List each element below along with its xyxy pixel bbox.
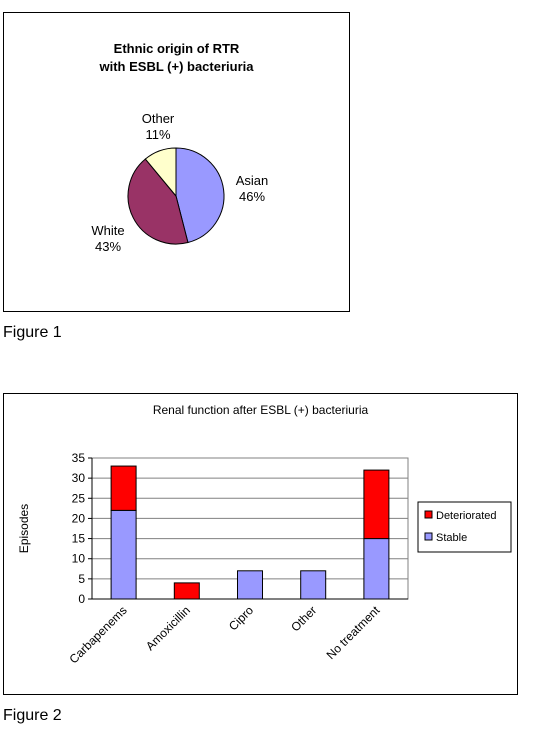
pie-label-other: Other	[142, 111, 175, 126]
pie-slice-other	[144, 147, 177, 198]
chart2-frame: Renal function after ESBL (+) bacteriuri…	[3, 393, 518, 695]
x-tick-label: Other	[288, 603, 319, 634]
pie-label-asian: Asian	[236, 173, 269, 188]
pie-slice-white	[127, 158, 189, 245]
x-tick-label: Cipro	[226, 603, 256, 633]
pie-pct-white: 43%	[95, 239, 121, 254]
bar-stable	[237, 570, 263, 600]
y-tick-label: 35	[72, 451, 86, 465]
pie-pct-asian: 46%	[239, 189, 265, 204]
pie-label-white: White	[91, 223, 124, 238]
legend-swatch-stable	[424, 532, 433, 541]
bar-deteriorated	[110, 465, 137, 511]
chart1-frame: Ethnic origin of RTR with ESBL (+) bacte…	[3, 12, 350, 312]
bar-stable	[110, 509, 137, 600]
legend-label-deteriorated: Deteriorated	[436, 510, 497, 522]
x-tick-label: Carbapenems	[67, 603, 130, 666]
bar-chart: 0 5 10 15 20 25 30 35 Episodes Carbapenems Amoxici…	[17, 451, 512, 666]
y-tick-label: 0	[78, 592, 85, 606]
legend-swatch-deteriorated	[424, 510, 433, 519]
pie-pct-other: 11%	[145, 127, 170, 142]
y-tick-label: 30	[72, 471, 86, 485]
y-axis-label: Episodes	[17, 504, 31, 553]
pie-slice-asian	[175, 147, 225, 244]
chart2-title: Renal function after ESBL (+) bacteriuri…	[152, 403, 369, 417]
bar-stable	[363, 538, 390, 600]
x-tick-label: No treatment	[324, 603, 383, 662]
y-tick-label: 20	[72, 511, 86, 525]
bar-stable	[300, 570, 327, 600]
x-tick-label: Amoxicillin	[143, 603, 193, 653]
y-tick-label: 25	[72, 491, 86, 505]
legend-label-stable: Stable	[436, 532, 467, 544]
legend	[417, 501, 512, 553]
bar-deteriorated	[363, 469, 390, 540]
y-tick-label: 5	[78, 572, 85, 586]
figure1-caption: Figure 1	[3, 324, 62, 341]
y-tick-label: 10	[72, 552, 86, 566]
chart1-title-line1: Ethnic origin of RTR	[113, 41, 240, 56]
chart1-title-line2: with ESBL (+) bacteriuria	[99, 59, 254, 74]
figure2-caption: Figure 2	[3, 707, 62, 724]
y-tick-label: 15	[72, 532, 86, 546]
bar-deteriorated	[173, 582, 200, 600]
